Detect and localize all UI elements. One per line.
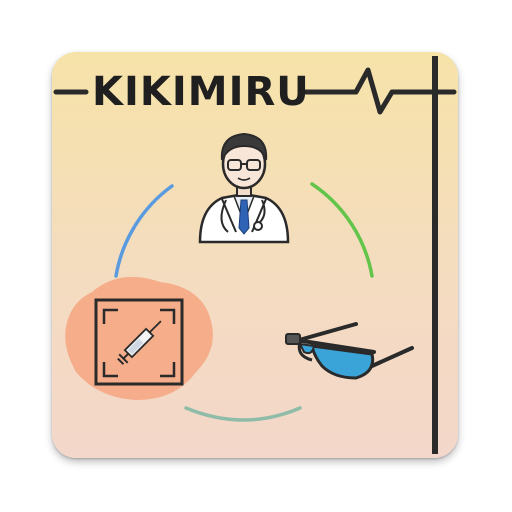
cycle-arcs <box>114 182 374 422</box>
heartbeat-line-icon <box>53 67 457 115</box>
arc-green <box>310 182 374 278</box>
doctor-icon <box>198 132 290 244</box>
smart-glasses-icon <box>285 322 414 380</box>
syringe-scan-icon <box>65 276 213 400</box>
arc-bottom <box>184 406 302 422</box>
app-title: KIKIMIRU <box>92 69 310 115</box>
arc-blue <box>114 184 174 278</box>
